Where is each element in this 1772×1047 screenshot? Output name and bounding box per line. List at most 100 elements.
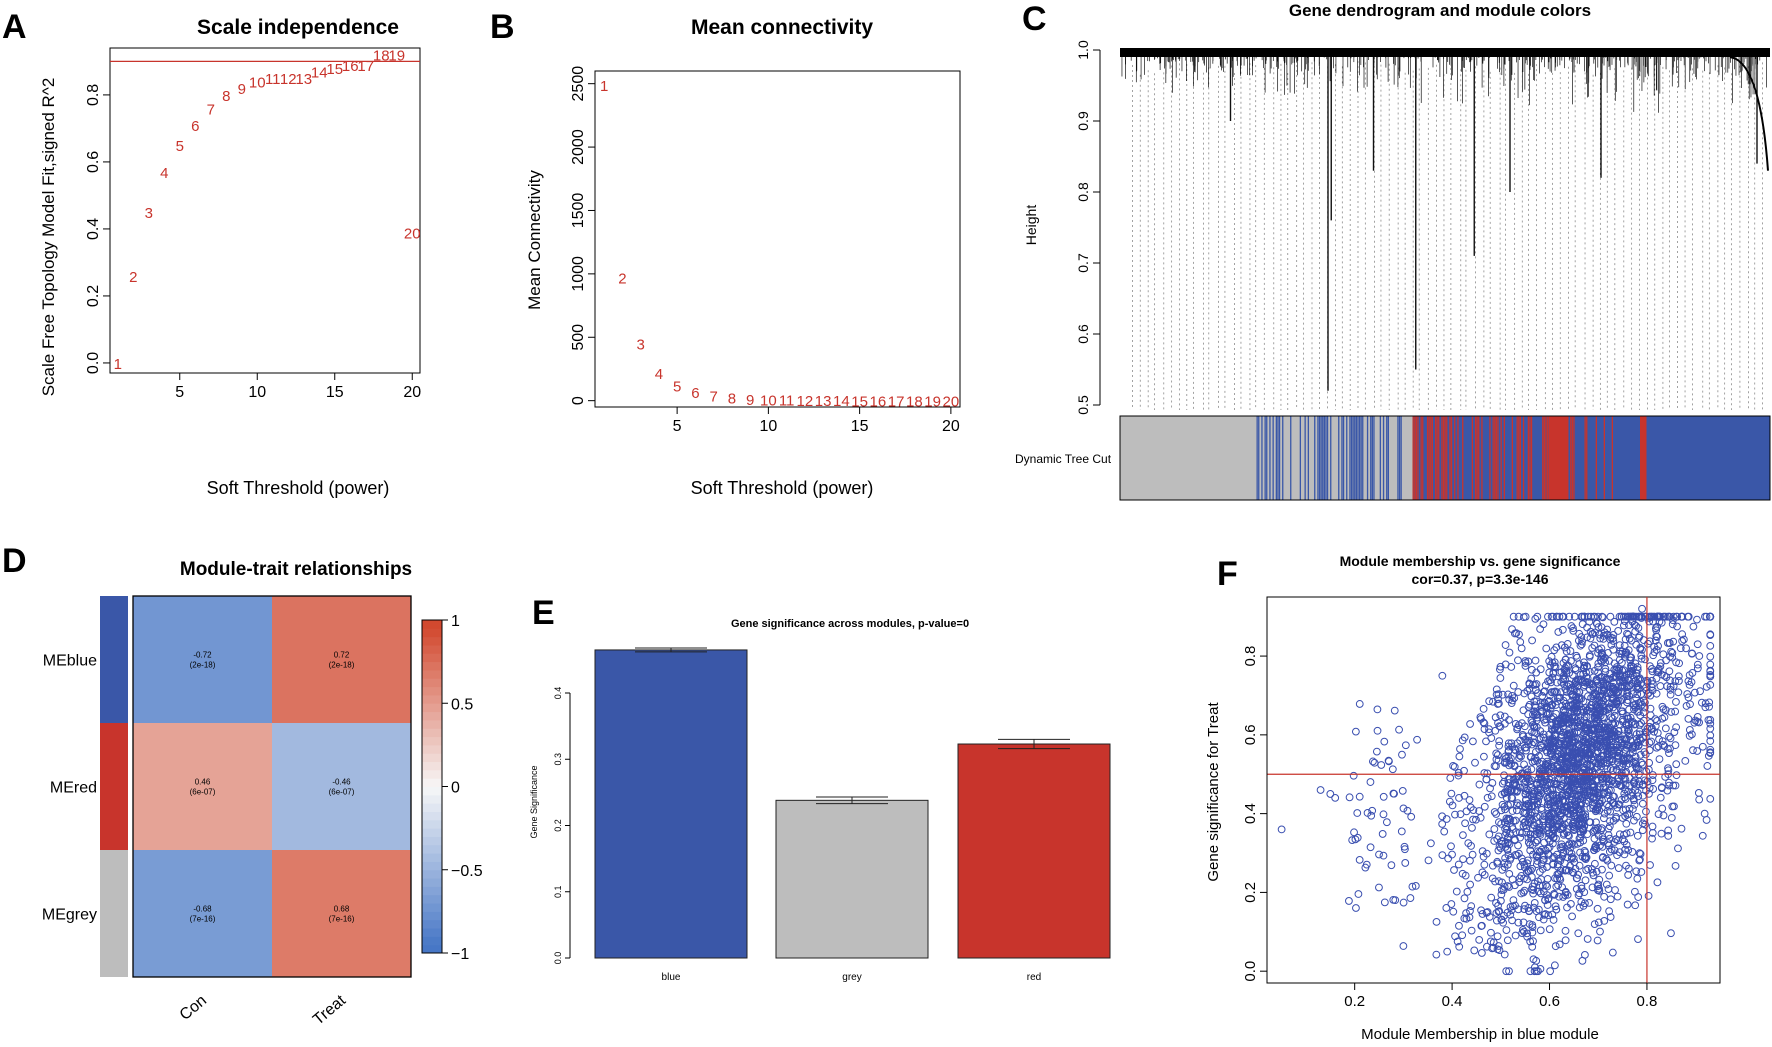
panel-f-point <box>1645 758 1654 767</box>
panel-f-point <box>1524 833 1533 842</box>
panel-f-point <box>1511 931 1520 940</box>
panel-c-colorbar-stripe <box>1595 416 1597 500</box>
panel-f-point <box>1548 910 1557 919</box>
panel-f-point <box>1492 810 1501 818</box>
panel-f-point <box>1531 656 1540 665</box>
panel-f-point <box>1551 662 1560 671</box>
panel-f-point <box>1630 816 1638 825</box>
panel-f-point <box>1595 692 1603 701</box>
panel-c-colorbar-stripe <box>1503 416 1505 500</box>
panel-f-point <box>1553 860 1562 869</box>
panel-c-colorbar-stripe <box>1530 416 1533 500</box>
panel-f-point <box>1354 890 1363 898</box>
panel-f-point <box>1615 649 1624 658</box>
panel-label-b: B <box>490 8 515 46</box>
panel-f-point <box>1614 754 1622 763</box>
panel-f-point <box>1525 736 1534 745</box>
panel-d-cell-pvalue: (7e-16) <box>329 915 355 924</box>
panel-f-point <box>1603 765 1612 773</box>
panel-f-point <box>1618 695 1627 704</box>
panel-f-point <box>1536 867 1544 876</box>
panel-f-point <box>1630 800 1639 809</box>
panel-f-point <box>1514 688 1523 696</box>
panel-f-point <box>1517 644 1526 653</box>
panel-f-point <box>1461 871 1470 880</box>
panel-e-title: Gene significance across modules, p-valu… <box>731 618 969 630</box>
panel-f-point <box>1581 852 1590 861</box>
panel-f-point <box>1477 906 1486 915</box>
panel-f-point <box>1573 839 1582 848</box>
panel-f-point <box>1706 794 1715 803</box>
panel-f-point <box>1614 777 1623 786</box>
panel-f-point <box>1536 625 1545 633</box>
panel-f-point <box>1517 872 1526 880</box>
panel-f-point <box>1529 680 1537 689</box>
panel-f-point <box>1504 739 1513 748</box>
panel-f-point <box>1600 814 1608 823</box>
panel-a-point-label: 10 <box>249 75 266 92</box>
panel-f-point <box>1624 612 1633 621</box>
panel-c-colorbar-stripe <box>1326 416 1329 500</box>
panel-label-d: D <box>2 542 27 580</box>
panel-label-f: F <box>1217 555 1238 593</box>
panel-f-point <box>1646 861 1654 869</box>
panel-f-point <box>1449 907 1458 916</box>
panel-f-point <box>1601 772 1609 781</box>
panel-f-point <box>1483 793 1492 802</box>
panel-f-point <box>1650 727 1658 736</box>
panel-f-point <box>1663 786 1672 795</box>
panel-f-point <box>1703 762 1712 770</box>
panel-f-point <box>1665 732 1673 741</box>
panel-f-point <box>1571 666 1580 674</box>
panel-f-point <box>1648 676 1656 685</box>
panel-f-point <box>1490 825 1499 833</box>
panel-d-colorbar-step <box>422 736 442 746</box>
panel-f-point <box>1493 945 1502 954</box>
panel-b-point-label: 16 <box>870 393 887 410</box>
panel-b-plot-frame <box>594 70 961 408</box>
panel-f-point <box>1651 636 1660 645</box>
panel-f-point <box>1536 665 1545 674</box>
panel-c-colorbar-label: Dynamic Tree Cut <box>1015 452 1112 466</box>
panel-f-point <box>1605 907 1614 916</box>
panel-f-point <box>1600 673 1609 682</box>
panel-f-point <box>1599 789 1608 798</box>
panel-f-point <box>1656 793 1665 802</box>
panel-f-point <box>1507 739 1516 748</box>
panel-f-point <box>1648 686 1657 695</box>
panel-f-point <box>1460 914 1469 923</box>
panel-f-point <box>1495 907 1504 915</box>
panel-f-point <box>1485 725 1493 734</box>
panel-f-point <box>1508 823 1517 831</box>
panel-f-point <box>1560 671 1568 680</box>
panel-f-point <box>1331 793 1340 802</box>
panel-f-point <box>1620 850 1629 859</box>
panel-d-colorbar-step <box>422 769 442 779</box>
panel-f-point <box>1603 630 1612 639</box>
panel-f-point <box>1379 810 1388 819</box>
panel-f-point <box>1522 746 1530 755</box>
panel-f-point <box>1564 831 1573 840</box>
panel-f-point <box>1345 793 1354 802</box>
panel-f-point <box>1585 652 1594 661</box>
panel-f-point <box>1665 749 1673 758</box>
panel-f-point <box>1489 943 1498 952</box>
panel-f-point <box>1478 847 1487 856</box>
panel-f-point <box>1518 929 1527 937</box>
panel-f-point <box>1644 891 1653 900</box>
panel-f-point <box>1557 791 1566 800</box>
panel-f-point <box>1576 734 1585 742</box>
panel-f-point <box>1706 680 1715 689</box>
panel-f-point <box>1467 902 1476 911</box>
panel-f-point <box>1345 897 1353 905</box>
panel-f-point <box>1507 663 1516 671</box>
panel-f-point <box>1572 688 1581 697</box>
panel-f-point <box>1504 747 1513 756</box>
panel-f-point <box>1475 780 1484 789</box>
panel-f-point <box>1494 832 1503 841</box>
panel-f-point <box>1552 709 1560 718</box>
panel-f-point <box>1604 885 1613 893</box>
panel-f-point <box>1508 691 1517 700</box>
panel-f-point <box>1706 652 1715 661</box>
panel-f-point <box>1529 937 1537 946</box>
